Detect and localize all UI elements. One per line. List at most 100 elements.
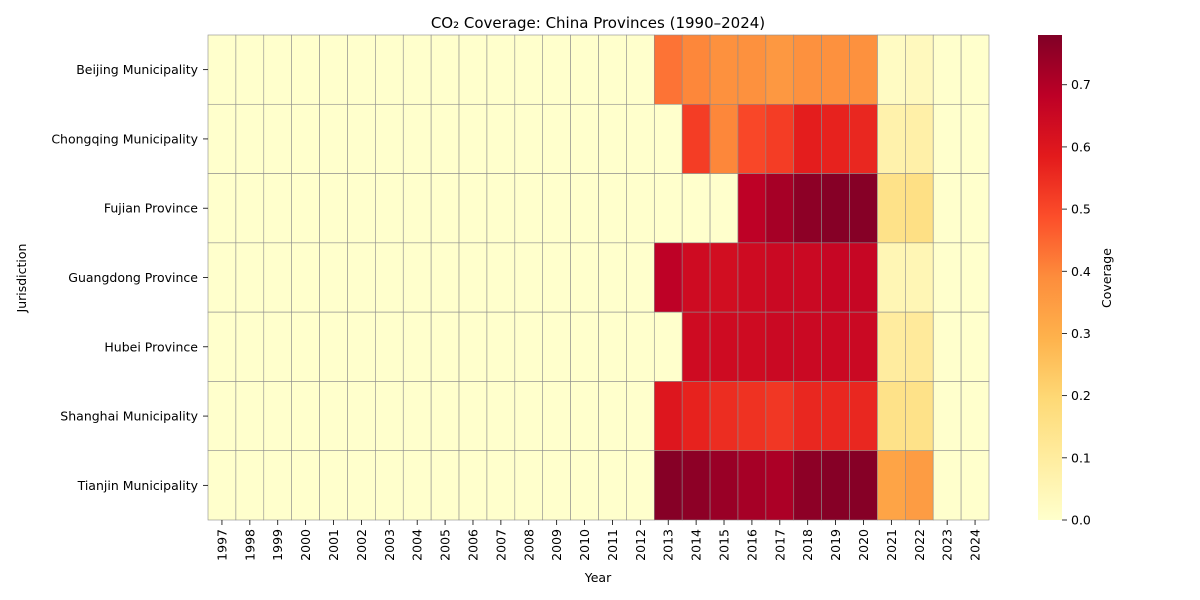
heatmap-cell xyxy=(458,103,488,174)
x-tick-label: 2019 xyxy=(828,529,843,561)
y-tick-labels: Beijing Municipality Chongqing Municipali… xyxy=(51,62,208,493)
x-tick-label: 2021 xyxy=(884,529,899,561)
y-axis-label: Jurisdiction xyxy=(14,244,29,314)
heatmap-cell xyxy=(793,311,822,382)
heatmap-cell xyxy=(347,450,376,521)
heatmap-cell xyxy=(653,173,683,244)
heatmap-cell xyxy=(514,173,544,244)
heatmap-cell xyxy=(486,450,516,521)
x-tick-label: 2022 xyxy=(912,529,927,561)
heatmap-cell xyxy=(207,34,237,105)
heatmap-cell xyxy=(737,173,767,244)
heatmap-cell xyxy=(458,173,488,244)
colorbar-tick-label: 0.7 xyxy=(1071,77,1091,92)
heatmap-cell xyxy=(849,450,878,521)
y-tick-label: Shanghai Municipality xyxy=(60,409,198,424)
heatmap-cell xyxy=(291,311,320,382)
heatmap-cell xyxy=(207,381,237,452)
heatmap-cell xyxy=(821,311,850,382)
y-tick-label: Guangdong Province xyxy=(68,270,198,285)
heatmap-cell xyxy=(653,103,683,174)
heatmap-cell xyxy=(681,381,711,452)
heatmap-cell xyxy=(402,381,432,452)
x-tick-label: 1998 xyxy=(242,529,257,561)
x-tick-label: 2015 xyxy=(717,529,732,561)
heatmap-cell xyxy=(709,242,739,313)
heatmap-cell xyxy=(263,242,292,313)
heatmap-cell xyxy=(598,103,627,174)
heatmap-cell xyxy=(960,381,990,452)
heatmap-cell xyxy=(932,242,962,313)
heatmap-cell xyxy=(347,242,376,313)
heatmap-cell xyxy=(653,311,683,382)
heatmap-cell xyxy=(542,381,571,452)
x-tick-label: 2002 xyxy=(354,529,369,561)
heatmap-cell xyxy=(877,450,906,521)
heatmap-cell xyxy=(486,103,516,174)
heatmap-cell xyxy=(765,450,795,521)
x-tick-label: 2017 xyxy=(772,529,787,561)
heatmap-cell xyxy=(877,311,906,382)
heatmap-cell xyxy=(709,103,739,174)
heatmap-cell xyxy=(375,103,404,174)
heatmap-cell xyxy=(207,173,237,244)
heatmap-cell xyxy=(235,173,265,244)
heatmap-cell xyxy=(263,173,292,244)
heatmap-cell xyxy=(486,173,516,244)
heatmap-cell xyxy=(849,103,878,174)
heatmap-cell xyxy=(598,450,627,521)
heatmap-cell xyxy=(905,103,934,174)
heatmap-cell xyxy=(598,242,627,313)
heatmap-cell xyxy=(905,311,934,382)
heatmap-cell xyxy=(514,450,544,521)
y-tick-label: Fujian Province xyxy=(104,201,198,216)
heatmap-cell xyxy=(905,381,934,452)
heatmap-cell xyxy=(542,173,571,244)
colorbar-tick-label: 0.0 xyxy=(1071,513,1091,528)
heatmap-cell xyxy=(458,242,488,313)
heatmap-cell xyxy=(626,381,655,452)
x-tick-label: 2000 xyxy=(298,529,313,561)
heatmap-cell xyxy=(430,311,460,382)
heatmap-cells xyxy=(207,34,990,521)
x-tick-label: 2006 xyxy=(465,529,480,561)
heatmap-cell xyxy=(709,173,739,244)
heatmap-cell xyxy=(849,34,878,105)
heatmap-cell xyxy=(514,242,544,313)
heatmap-cell xyxy=(458,34,488,105)
heatmap-cell xyxy=(626,103,655,174)
x-tick-label: 2013 xyxy=(661,529,676,561)
heatmap-cell xyxy=(765,173,795,244)
heatmap-cell xyxy=(542,311,571,382)
heatmap-cell xyxy=(291,450,320,521)
heatmap-cell xyxy=(709,311,739,382)
y-tick-label: Beijing Municipality xyxy=(76,62,198,77)
heatmap-cell xyxy=(402,311,432,382)
heatmap-cell xyxy=(430,450,460,521)
heatmap-cell xyxy=(765,381,795,452)
chart-title: CO₂ Coverage: China Provinces (1990–2024… xyxy=(431,14,765,32)
heatmap-cell xyxy=(263,311,292,382)
heatmap-cell xyxy=(375,242,404,313)
heatmap-cell xyxy=(598,381,627,452)
heatmap-cell xyxy=(570,103,599,174)
y-tick-label: Hubei Province xyxy=(104,339,198,354)
heatmap-cell xyxy=(319,450,348,521)
heatmap-cell xyxy=(681,311,711,382)
heatmap-cell xyxy=(821,381,850,452)
heatmap-cell xyxy=(765,34,795,105)
heatmap-cell xyxy=(932,34,962,105)
heatmap-cell xyxy=(375,34,404,105)
heatmap-cell xyxy=(570,311,599,382)
heatmap-cell xyxy=(319,381,348,452)
heatmap-cell xyxy=(765,311,795,382)
heatmap-cell xyxy=(877,381,906,452)
heatmap-cell xyxy=(458,381,488,452)
heatmap-cell xyxy=(598,311,627,382)
heatmap-cell xyxy=(514,103,544,174)
heatmap-cell xyxy=(430,173,460,244)
heatmap-cell xyxy=(681,34,711,105)
colorbar-tick-label: 0.3 xyxy=(1071,326,1091,341)
heatmap-cell xyxy=(737,311,767,382)
